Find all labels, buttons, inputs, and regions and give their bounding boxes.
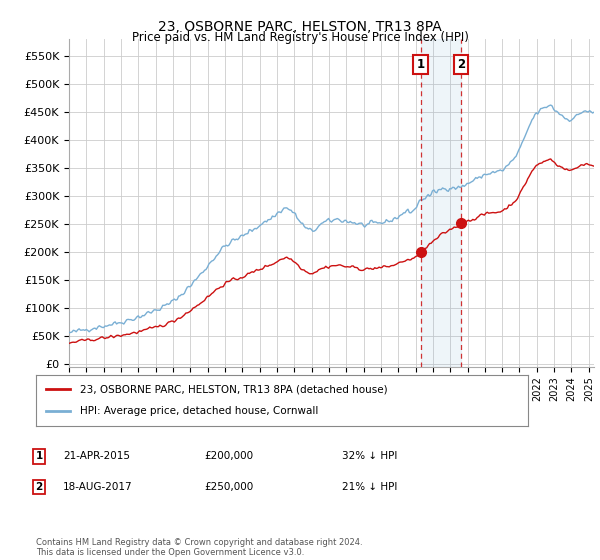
Bar [421, 39, 461, 367]
Text: 18-AUG-2017: 18-AUG-2017 [63, 482, 133, 492]
Text: HPI: Average price, detached house, Cornwall: HPI: Average price, detached house, Corn… [80, 407, 319, 417]
Text: 1: 1 [416, 58, 425, 71]
Text: £250,000: £250,000 [204, 482, 253, 492]
Text: Contains HM Land Registry data © Crown copyright and database right 2024.
This d: Contains HM Land Registry data © Crown c… [36, 538, 362, 557]
Text: 23, OSBORNE PARC, HELSTON, TR13 8PA (detached house): 23, OSBORNE PARC, HELSTON, TR13 8PA (det… [80, 384, 388, 394]
Text: 21% ↓ HPI: 21% ↓ HPI [342, 482, 397, 492]
Text: Price paid vs. HM Land Registry's House Price Index (HPI): Price paid vs. HM Land Registry's House … [131, 31, 469, 44]
Text: 32% ↓ HPI: 32% ↓ HPI [342, 451, 397, 461]
Text: 23, OSBORNE PARC, HELSTON, TR13 8PA: 23, OSBORNE PARC, HELSTON, TR13 8PA [158, 20, 442, 34]
Text: 2: 2 [35, 482, 43, 492]
Text: £200,000: £200,000 [204, 451, 253, 461]
Text: 2: 2 [457, 58, 465, 71]
Text: 1: 1 [35, 451, 43, 461]
Text: 21-APR-2015: 21-APR-2015 [63, 451, 130, 461]
